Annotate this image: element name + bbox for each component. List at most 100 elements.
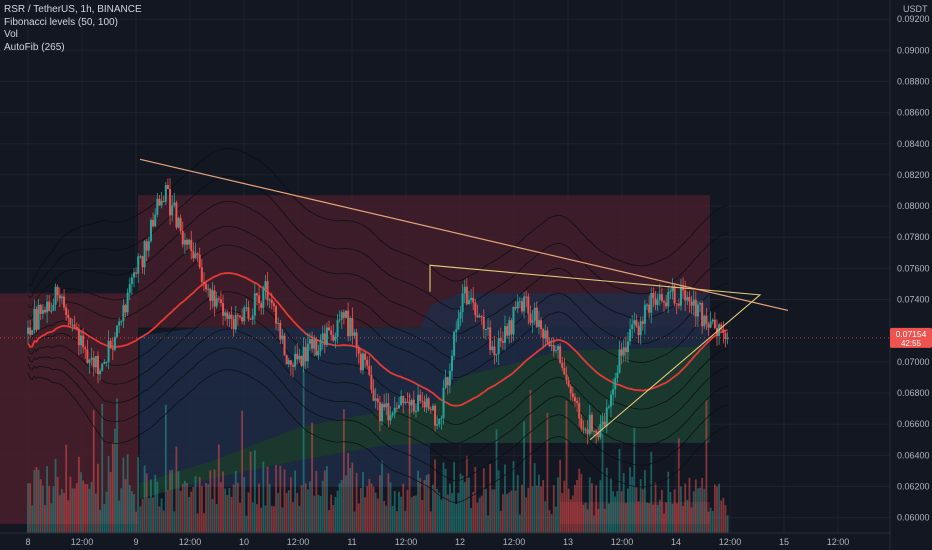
candle-body <box>77 328 80 346</box>
candle-body <box>699 302 702 305</box>
volume-bar <box>27 483 29 533</box>
volume-bar <box>525 497 528 533</box>
candle-body <box>107 340 110 362</box>
candle-body <box>461 293 464 313</box>
candle-body <box>626 341 629 353</box>
candle-body <box>650 293 653 313</box>
trendlines[interactable] <box>0 158 890 441</box>
candle-body <box>414 410 417 412</box>
candle-body <box>584 429 587 431</box>
candle-body <box>177 218 180 228</box>
candle-body <box>694 299 697 317</box>
volume-bar <box>514 490 517 533</box>
legend-volume[interactable]: Vol <box>4 29 18 40</box>
volume-bar <box>245 515 248 533</box>
candle-body <box>86 349 89 363</box>
volume-bar <box>557 477 559 533</box>
legend-fibonacci-levels[interactable]: Fibonacci levels (50, 100) <box>4 16 118 28</box>
price-tick-label: 0.09200 <box>897 14 930 24</box>
candle-body <box>126 292 129 313</box>
volume-bar <box>194 476 197 533</box>
volume-bar <box>376 498 379 533</box>
candle-body <box>667 292 670 307</box>
volume-bar <box>682 506 684 533</box>
candle-body <box>166 185 169 189</box>
volume-bar <box>671 503 674 533</box>
legend-autofib[interactable]: AutoFib (265) <box>4 41 65 53</box>
candle-body <box>37 304 40 330</box>
volume-bar <box>582 504 585 533</box>
candle-body <box>351 317 354 336</box>
price-tick-label: 0.06600 <box>897 419 930 429</box>
candle-body <box>633 320 636 325</box>
volume-bar <box>198 476 201 533</box>
volume-bar <box>105 491 108 533</box>
candle-body <box>427 398 430 410</box>
volume-bar <box>656 504 659 533</box>
volume-bar <box>181 483 184 533</box>
candle-body <box>635 320 638 327</box>
candle-body <box>215 298 218 307</box>
volume-bar <box>438 492 441 533</box>
candle-body <box>465 286 468 305</box>
chart-legend: RSR / TetherUS, 1h, BINANCE Fibonacci le… <box>4 4 142 54</box>
volume-bar <box>521 484 523 533</box>
fib-band-line <box>27 175 728 310</box>
candle-body <box>444 377 447 388</box>
volume-bar <box>357 503 360 533</box>
candle-body <box>349 317 352 337</box>
volume-bar <box>243 477 246 533</box>
volume-bar <box>190 491 193 533</box>
time-tick-label: 11 <box>347 537 356 547</box>
volume-bar <box>639 479 642 533</box>
volume-bar <box>529 390 532 533</box>
candle-body <box>65 307 68 315</box>
volume-bar <box>160 498 163 533</box>
time-tick-label: 10 <box>239 537 249 547</box>
candle-body <box>340 312 343 320</box>
volume-bar <box>586 509 589 533</box>
volume-bar <box>393 491 396 533</box>
candle-body <box>506 326 509 336</box>
candle-body <box>459 312 462 319</box>
volume-bar <box>707 511 710 533</box>
candle-body <box>160 200 163 206</box>
volume-bar <box>234 470 237 533</box>
volume-bar <box>436 488 439 533</box>
volume-bar <box>523 421 525 533</box>
volume-bar <box>111 442 114 533</box>
candle-body <box>90 357 93 360</box>
candle-body <box>202 281 205 284</box>
candle-body <box>141 256 144 268</box>
volume-bar <box>321 480 324 533</box>
candle-body <box>720 324 723 330</box>
fib-band-line <box>27 244 728 379</box>
volume-bar <box>637 501 640 533</box>
candle-body <box>677 303 680 306</box>
candle-body <box>133 272 135 278</box>
volume-bar <box>268 483 271 533</box>
legend-symbol[interactable]: RSR / TetherUS, 1h, BINANCE <box>4 4 142 15</box>
volume-bar <box>584 502 587 533</box>
candle-body <box>520 301 523 312</box>
last-price-badge[interactable]: 0.07154 42:55 <box>890 327 932 348</box>
volume-bar <box>374 492 377 533</box>
candle-body <box>260 303 263 308</box>
candle-body <box>258 295 261 304</box>
candle-body <box>442 387 445 418</box>
candle-body <box>287 360 290 365</box>
candle-body <box>610 394 612 407</box>
volume-bar <box>605 467 608 533</box>
volume-bar <box>635 487 638 533</box>
candle-body <box>512 306 515 335</box>
candle-body <box>455 329 458 332</box>
volume-bar <box>347 452 350 533</box>
volume-bar <box>504 464 506 533</box>
volume-bar <box>251 502 254 533</box>
volume-bar <box>395 511 398 533</box>
volume-bar <box>711 510 714 533</box>
volume-bar <box>440 499 443 533</box>
